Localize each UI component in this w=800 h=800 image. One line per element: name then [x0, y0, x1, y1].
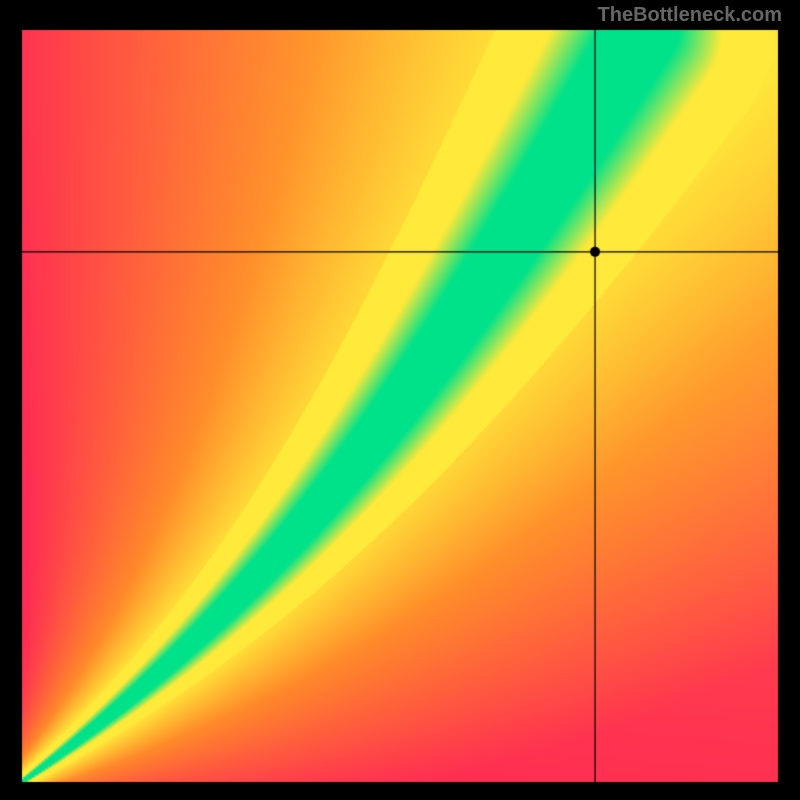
watermark-text: TheBottleneck.com	[598, 4, 782, 27]
heatmap-canvas	[0, 0, 800, 800]
chart-container: TheBottleneck.com	[0, 0, 800, 800]
